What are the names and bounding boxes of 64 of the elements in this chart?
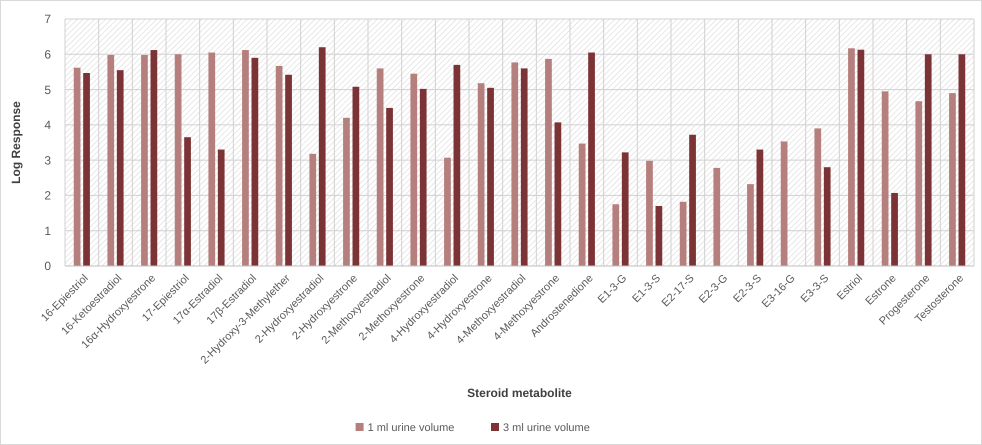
bar bbox=[478, 83, 484, 266]
bar bbox=[242, 50, 249, 266]
bar bbox=[646, 160, 653, 266]
bar bbox=[454, 64, 460, 266]
bar bbox=[150, 50, 158, 266]
y-tick-label: 5 bbox=[44, 82, 52, 97]
x-axis-title: Steroid metabolite bbox=[467, 386, 572, 400]
bar bbox=[882, 91, 888, 266]
bar bbox=[444, 158, 451, 266]
bar bbox=[107, 54, 114, 266]
bar bbox=[174, 54, 182, 266]
bar bbox=[208, 52, 216, 266]
bar bbox=[554, 122, 562, 266]
bar bbox=[376, 68, 384, 266]
bar bbox=[276, 66, 282, 266]
bar bbox=[824, 167, 831, 266]
y-tick-label: 4 bbox=[44, 118, 52, 132]
bar bbox=[915, 101, 922, 266]
bar bbox=[141, 54, 148, 266]
bar bbox=[891, 192, 898, 266]
bar bbox=[612, 204, 620, 266]
bar bbox=[511, 62, 518, 266]
bar bbox=[318, 47, 326, 266]
bar bbox=[756, 150, 764, 266]
bar bbox=[386, 108, 393, 266]
bar bbox=[410, 74, 418, 266]
bar bbox=[588, 52, 595, 266]
bar bbox=[309, 154, 316, 266]
bar bbox=[780, 141, 788, 266]
bar bbox=[578, 144, 586, 266]
bar bbox=[958, 54, 966, 266]
bar bbox=[814, 128, 822, 266]
y-tick-label: 7 bbox=[44, 12, 52, 26]
bar bbox=[858, 50, 864, 266]
bar bbox=[848, 48, 855, 266]
bar bbox=[116, 70, 124, 266]
y-tick-label: 1 bbox=[44, 224, 52, 238]
bar bbox=[949, 93, 956, 266]
bar bbox=[218, 150, 225, 266]
bar bbox=[83, 72, 90, 266]
legend-label: 1 ml urine volume bbox=[368, 422, 454, 434]
y-tick-label: 0 bbox=[44, 259, 52, 274]
bar bbox=[343, 118, 350, 266]
bar bbox=[689, 134, 696, 266]
bar bbox=[352, 86, 360, 266]
y-axis-title: Log Response bbox=[9, 100, 23, 184]
bar bbox=[252, 58, 258, 266]
bar bbox=[184, 137, 191, 266]
bar bbox=[74, 68, 80, 266]
bar bbox=[713, 168, 720, 266]
bar bbox=[420, 88, 427, 266]
bar bbox=[285, 74, 292, 266]
bar bbox=[622, 152, 629, 266]
bar bbox=[545, 58, 552, 266]
bar bbox=[520, 68, 528, 266]
legend-label: 3 ml urine volume bbox=[503, 422, 590, 434]
y-tick-label: 2 bbox=[44, 188, 52, 203]
bar bbox=[487, 88, 494, 266]
bar bbox=[924, 54, 932, 266]
y-tick-label: 6 bbox=[44, 47, 52, 62]
bar bbox=[656, 206, 662, 266]
y-tick-label: 3 bbox=[44, 153, 52, 168]
bar bbox=[680, 202, 686, 266]
bar bbox=[747, 184, 754, 266]
